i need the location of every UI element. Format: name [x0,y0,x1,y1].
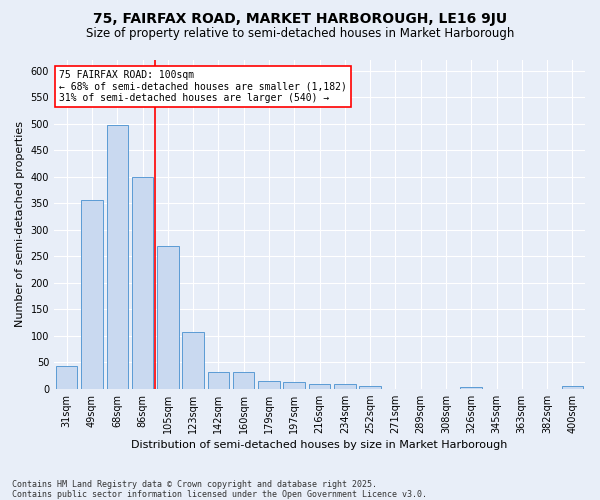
Bar [460,386,482,388]
X-axis label: Distribution of semi-detached houses by size in Market Harborough: Distribution of semi-detached houses by … [131,440,508,450]
Bar [562,386,583,388]
Bar [359,386,381,388]
Bar [283,382,305,388]
Text: 75, FAIRFAX ROAD, MARKET HARBOROUGH, LE16 9JU: 75, FAIRFAX ROAD, MARKET HARBOROUGH, LE1… [93,12,507,26]
Bar [107,124,128,388]
Text: Size of property relative to semi-detached houses in Market Harborough: Size of property relative to semi-detach… [86,28,514,40]
Bar [233,372,254,388]
Bar [132,176,153,388]
Bar [56,366,77,388]
Bar [309,384,330,388]
Bar [182,332,204,388]
Bar [258,380,280,388]
Bar [208,372,229,388]
Bar [334,384,356,388]
Bar [81,200,103,388]
Text: 75 FAIRFAX ROAD: 100sqm
← 68% of semi-detached houses are smaller (1,182)
31% of: 75 FAIRFAX ROAD: 100sqm ← 68% of semi-de… [59,70,347,103]
Bar [157,246,179,388]
Y-axis label: Number of semi-detached properties: Number of semi-detached properties [15,122,25,328]
Text: Contains HM Land Registry data © Crown copyright and database right 2025.
Contai: Contains HM Land Registry data © Crown c… [12,480,427,499]
